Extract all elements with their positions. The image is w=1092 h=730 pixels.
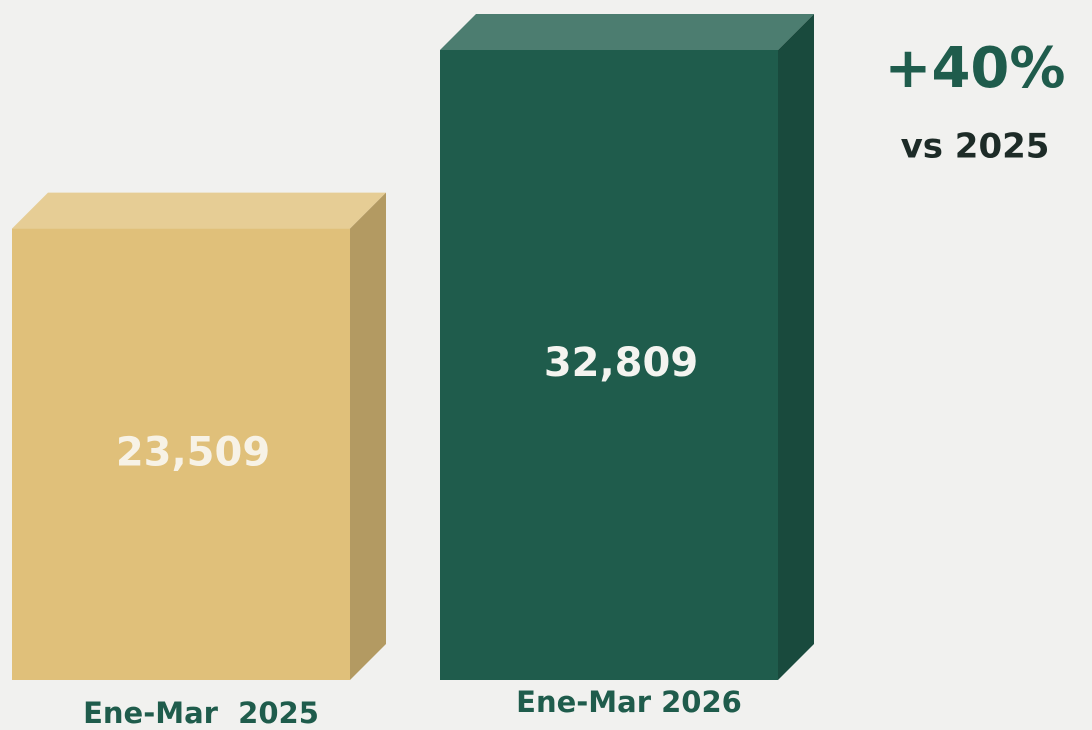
x-tick-label: Ene-Mar 2026 bbox=[516, 685, 742, 719]
bar bbox=[440, 50, 778, 680]
x-tick-label: Ene-Mar 2025 bbox=[83, 696, 319, 730]
bar-side bbox=[778, 14, 814, 680]
annotation-base: vs 2025 bbox=[901, 127, 1050, 167]
value-label: 32,809 bbox=[544, 340, 698, 386]
bar bbox=[12, 228, 350, 681]
value-label: 23,509 bbox=[116, 429, 270, 475]
annotation-change: +40% bbox=[885, 36, 1066, 101]
bar-top bbox=[440, 14, 814, 50]
bar-side bbox=[350, 192, 386, 681]
bar-top bbox=[12, 192, 386, 229]
